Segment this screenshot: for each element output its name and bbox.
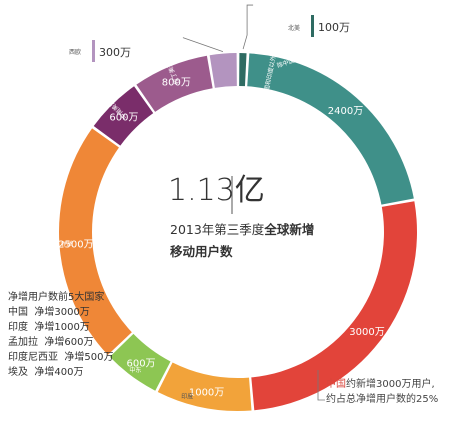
center-title-line1: 2013年第三季度全球新增 <box>170 222 314 237</box>
slice-value-label: 2500万 <box>58 239 93 250</box>
slice-2 <box>251 201 417 411</box>
callout-value-north-america: 100万 <box>318 21 350 34</box>
slice-category-label: 印度 <box>181 392 193 400</box>
slice-value-label: 800万 <box>162 78 191 89</box>
slice-5 <box>59 128 132 355</box>
slice-6 <box>93 86 154 146</box>
slice-category-label-asia-pacific: 除中国和印度以外的亚太地区 <box>276 37 353 69</box>
slice-1 <box>247 53 414 205</box>
center-title-line2: 移动用户数 <box>170 244 233 259</box>
slice-category-label: 中东 <box>129 366 141 374</box>
note-line2: 约占总净增用户数的25% <box>326 394 439 405</box>
callout-bar-north-america <box>311 15 314 37</box>
slice-value-label: 2400万 <box>328 106 363 117</box>
slice-value-label: 3000万 <box>349 327 384 338</box>
slice-8 <box>209 53 237 88</box>
top5-row: 中国 净增3000万 <box>8 307 90 318</box>
top5-row: 印度 净增1000万 <box>8 322 90 333</box>
note-highlight: 中国 <box>326 379 346 390</box>
center-total-value: 1.13亿 <box>168 173 265 208</box>
callout-value-western-europe: 300万 <box>99 46 131 59</box>
slice-value-label: 1000万 <box>189 387 224 398</box>
note-line1: 约新增3000万用户, <box>346 379 435 390</box>
callout-category-north-america: 北美 <box>288 24 300 32</box>
slice-4 <box>109 333 171 391</box>
center-title-plain: 2013年第三季度 <box>170 222 265 237</box>
callout-line-western-europe <box>182 37 224 53</box>
slice-0 <box>239 53 247 87</box>
slice-value-label: 600万 <box>109 112 138 123</box>
top5-heading: 净增用户数前5大国家 <box>8 292 105 303</box>
callout-bar-western-europe <box>92 40 95 62</box>
slice-value-label: 600万 <box>126 358 155 369</box>
top5-countries-list: 净增用户数前5大国家 中国 净增3000万 印度 净增1000万 孟加拉 净增6… <box>8 290 113 380</box>
callout-line-china <box>317 370 325 401</box>
top5-row: 埃及 净增400万 <box>8 367 84 378</box>
slice-3 <box>157 362 252 411</box>
slice-category-label: 非洲 <box>60 240 73 249</box>
slice-7 <box>136 55 213 112</box>
top5-row: 孟加拉 净增600万 <box>8 337 94 348</box>
callout-category-western-europe: 西欧 <box>69 48 81 56</box>
china-note: 中国约新增3000万用户, 约占总净增用户数的25% <box>326 377 438 407</box>
center-title-bold: 全球新增 <box>263 222 314 237</box>
top5-row: 印度尼西亚 净增500万 <box>8 352 114 363</box>
callout-line-north-america <box>242 4 254 50</box>
